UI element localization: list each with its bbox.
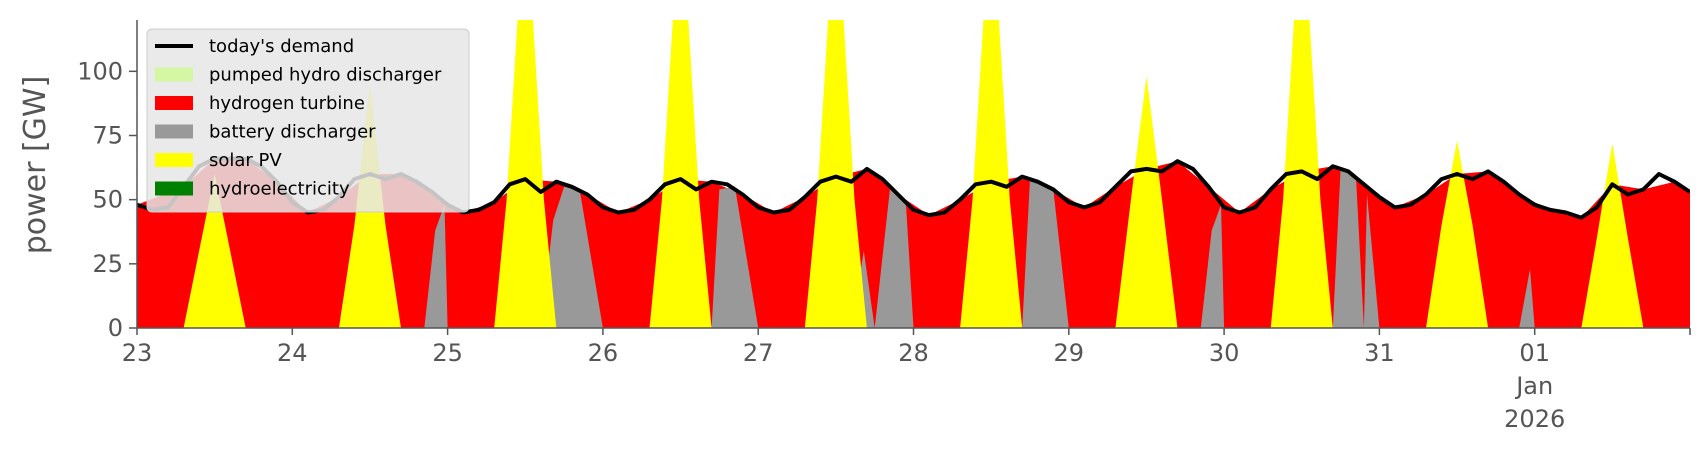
x-tick-label: 23 bbox=[122, 339, 153, 367]
x-tick-label: 24 bbox=[277, 339, 308, 367]
legend-swatch bbox=[155, 67, 193, 82]
y-tick-label: 0 bbox=[108, 314, 123, 342]
y-tick-label: 25 bbox=[92, 250, 123, 278]
x-tick-label: 26 bbox=[588, 339, 619, 367]
axes: 0 25 50 75 100 23 24 25 26 27 28 29 30 31 01 Jan 2026 bbox=[77, 20, 1691, 433]
legend-label: today's demand bbox=[209, 36, 354, 57]
x-tick-label: 27 bbox=[743, 339, 774, 367]
y-tick-label: 100 bbox=[77, 57, 123, 85]
legend-swatch bbox=[155, 124, 193, 139]
legend-box bbox=[146, 28, 470, 213]
x-tick-label: 31 bbox=[1364, 339, 1395, 367]
area-solar-pv bbox=[183, 20, 1644, 328]
y-tick-label: 75 bbox=[92, 122, 123, 150]
x-tick-label: 30 bbox=[1209, 339, 1240, 367]
x-tick-label: 25 bbox=[432, 339, 463, 367]
x-tick-label: 01 bbox=[1519, 339, 1550, 367]
legend-label: hydrogen turbine bbox=[209, 93, 365, 114]
x-tick-sublabel: 2026 bbox=[1504, 405, 1565, 433]
legend-label: solar PV bbox=[209, 150, 282, 171]
legend-swatch bbox=[155, 153, 193, 167]
y-axis-label: power [GW] bbox=[18, 76, 53, 255]
legend-label: pumped hydro discharger bbox=[209, 65, 442, 86]
legend: today's demand pumped hydro discharger hyd… bbox=[146, 28, 470, 213]
y-tick-label: 50 bbox=[92, 186, 123, 214]
legend-swatch bbox=[155, 181, 193, 196]
legend-label: battery discharger bbox=[209, 122, 376, 143]
x-tick-sublabel: Jan bbox=[1514, 372, 1553, 400]
x-tick-label: 29 bbox=[1054, 339, 1085, 367]
legend-swatch bbox=[155, 96, 193, 110]
x-tick-label: 28 bbox=[898, 339, 929, 367]
legend-label: hydroelectricity bbox=[209, 179, 350, 200]
